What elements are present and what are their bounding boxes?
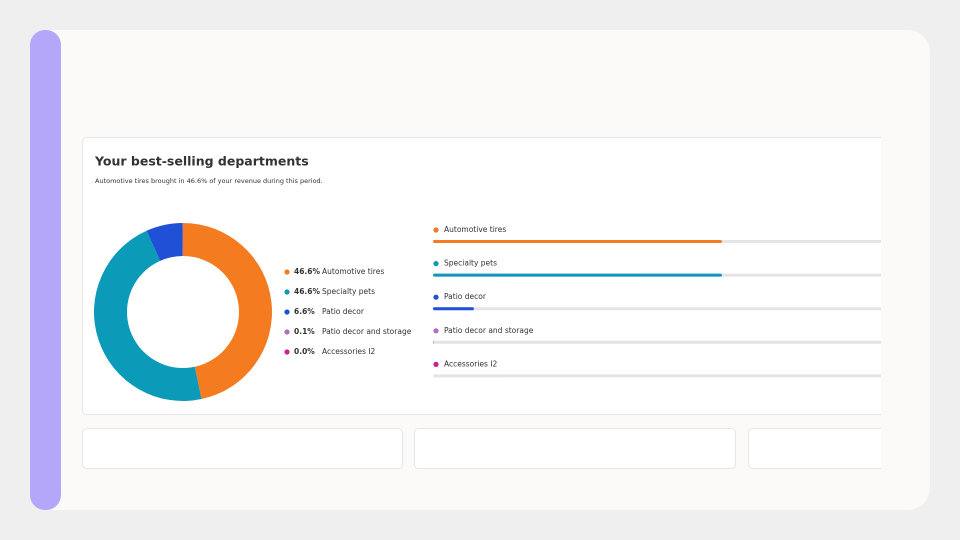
bar [433,273,722,277]
bar [433,307,474,311]
legend-label: Patio decor [322,307,365,316]
legend-value: 0.1% [294,327,315,336]
legend-value: 46.6% [294,267,321,276]
legend-marker [284,289,290,295]
card-placeholder [748,428,881,469]
bar-marker [433,361,439,367]
card-subtitle: Automotive tires brought in 46.6% of you… [95,177,323,185]
bar-list: Automotive tires Specialty pets Patio deco… [433,225,881,378]
bar-marker [433,227,439,233]
bar-track [433,307,881,311]
legend-label: Specialty pets [322,287,375,296]
bar-marker [433,328,439,334]
card-title: Your best-selling departments [94,154,309,169]
side-strip [30,30,61,510]
legend-marker [284,349,290,355]
bar [433,240,722,243]
bar-label: Specialty pets [444,259,497,268]
donut-segment [182,223,183,257]
card-placeholder [414,428,736,469]
bar-track [433,340,881,344]
bar-label: Patio decor [444,292,487,301]
bar-label: Accessories I2 [444,359,498,368]
legend-label: Patio decor and storage [322,327,412,336]
content: Your best-selling departments Automotive… [82,137,881,469]
legend-label: Automotive tires [322,267,384,276]
donut-segment [94,230,202,402]
legend-marker [284,329,290,335]
legend-label: Accessories I2 [322,347,376,356]
donut-segment [183,223,272,400]
bar [433,340,434,344]
legend-value: 46.6% [294,287,321,296]
legend-value: 6.6% [294,307,315,316]
bar-marker [433,261,439,267]
bar-label: Automotive tires [444,225,506,234]
legend-marker [284,269,290,275]
bar-label: Patio decor and storage [444,326,534,335]
card-placeholder [82,428,403,469]
bar-track [433,374,881,378]
legend-value: 0.0% [294,347,315,356]
bar-marker [433,294,439,300]
legend-marker [284,309,290,315]
donut-chart [94,223,272,402]
donut-segment [146,223,183,261]
